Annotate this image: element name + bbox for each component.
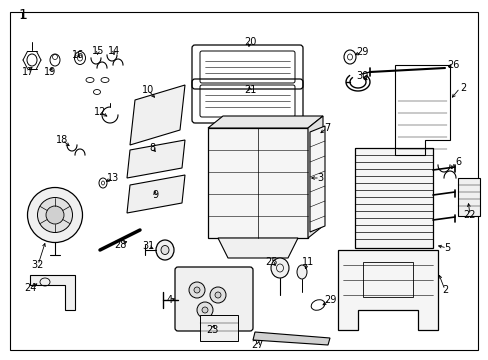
Text: 27: 27 <box>251 340 264 350</box>
Text: 31: 31 <box>142 241 154 251</box>
Ellipse shape <box>161 246 169 255</box>
Text: 28: 28 <box>114 240 126 250</box>
Text: 15: 15 <box>92 46 104 56</box>
Text: 30: 30 <box>355 71 367 81</box>
Text: 16: 16 <box>72 50 84 60</box>
Text: 32: 32 <box>32 260 44 270</box>
Polygon shape <box>309 126 325 232</box>
Ellipse shape <box>197 302 213 318</box>
Text: 11: 11 <box>301 257 313 267</box>
Text: 5: 5 <box>443 243 449 253</box>
Polygon shape <box>127 175 184 213</box>
Text: 7: 7 <box>323 123 329 133</box>
Text: 22: 22 <box>463 210 475 220</box>
Text: 2: 2 <box>459 83 465 93</box>
Text: 17: 17 <box>22 67 34 77</box>
Ellipse shape <box>38 198 72 233</box>
Ellipse shape <box>209 287 225 303</box>
Bar <box>207 128 307 238</box>
FancyBboxPatch shape <box>175 267 252 331</box>
Ellipse shape <box>194 287 200 293</box>
Text: 23: 23 <box>205 325 218 335</box>
Bar <box>457 178 479 216</box>
Ellipse shape <box>215 292 221 298</box>
Ellipse shape <box>296 265 306 279</box>
Text: 18: 18 <box>56 135 68 145</box>
Text: 9: 9 <box>152 190 158 200</box>
Text: 2: 2 <box>441 285 447 295</box>
Polygon shape <box>218 238 297 258</box>
Polygon shape <box>307 116 323 238</box>
Ellipse shape <box>156 240 174 260</box>
Bar <box>200 315 238 341</box>
Ellipse shape <box>202 307 207 313</box>
Text: 29: 29 <box>323 295 336 305</box>
Text: 10: 10 <box>142 85 154 95</box>
Text: 25: 25 <box>265 257 278 267</box>
Text: 13: 13 <box>107 173 119 183</box>
Ellipse shape <box>270 258 288 278</box>
Polygon shape <box>130 85 184 145</box>
Ellipse shape <box>46 206 64 224</box>
Polygon shape <box>207 116 323 128</box>
Polygon shape <box>127 140 184 178</box>
Text: 20: 20 <box>244 37 256 47</box>
Text: 6: 6 <box>454 157 460 167</box>
Bar <box>354 148 432 248</box>
Polygon shape <box>337 250 437 330</box>
Polygon shape <box>252 332 329 345</box>
Text: 12: 12 <box>94 107 106 117</box>
Text: 4: 4 <box>166 295 173 305</box>
Ellipse shape <box>189 282 204 298</box>
Text: 29: 29 <box>355 47 367 57</box>
Text: 1: 1 <box>18 8 27 22</box>
Text: 3: 3 <box>316 173 323 183</box>
Ellipse shape <box>27 188 82 243</box>
Bar <box>362 262 412 297</box>
Polygon shape <box>30 275 75 310</box>
Text: 21: 21 <box>244 85 256 95</box>
Text: 14: 14 <box>108 46 120 56</box>
Text: 24: 24 <box>24 283 36 293</box>
Text: 8: 8 <box>149 143 155 153</box>
Text: 26: 26 <box>446 60 458 70</box>
Text: 19: 19 <box>44 67 56 77</box>
